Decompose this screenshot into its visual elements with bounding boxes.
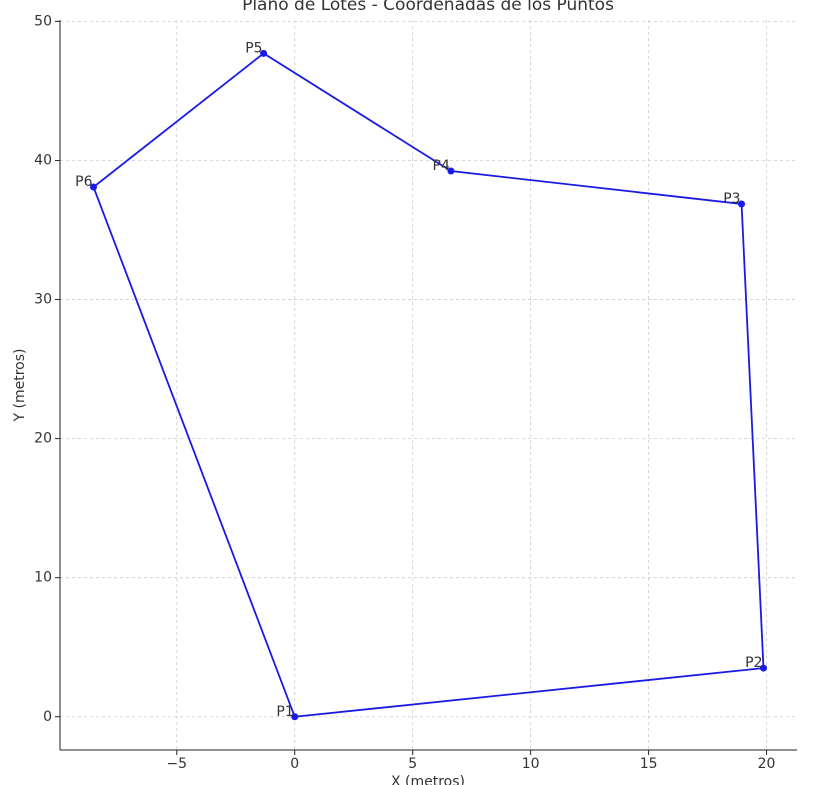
x-tick-label: −5 <box>166 756 187 772</box>
x-tick-label: 5 <box>408 756 417 772</box>
y-tick-label: 0 <box>43 709 52 725</box>
y-tick-label: 30 <box>34 292 52 308</box>
point <box>447 167 455 175</box>
point <box>760 664 767 672</box>
point <box>738 200 746 208</box>
point-label: P2 <box>745 655 762 671</box>
point <box>291 713 299 721</box>
y-tick-label: 40 <box>34 152 52 168</box>
y-tick-label: 20 <box>34 431 52 447</box>
y-axis-label: Y (metros) <box>12 349 28 423</box>
y-tick-label: 10 <box>34 570 52 586</box>
point-label: P6 <box>75 174 92 190</box>
x-tick-label: 10 <box>522 756 540 772</box>
chart-title: Plano de Lotes - Coordenadas de los Punt… <box>242 0 614 15</box>
x-tick-label: 0 <box>290 756 299 772</box>
x-tick-label: 20 <box>758 756 776 772</box>
polygon-line <box>92 52 765 718</box>
x-axis-label: X (metros) <box>391 774 465 785</box>
point <box>260 49 268 57</box>
y-tick-label: 50 <box>34 13 52 29</box>
point-label: P5 <box>245 40 262 56</box>
point <box>90 183 97 191</box>
x-tick-label: 15 <box>640 756 658 772</box>
point-label: P3 <box>723 191 740 207</box>
point-label: P1 <box>276 704 293 720</box>
point-label: P4 <box>433 158 450 174</box>
